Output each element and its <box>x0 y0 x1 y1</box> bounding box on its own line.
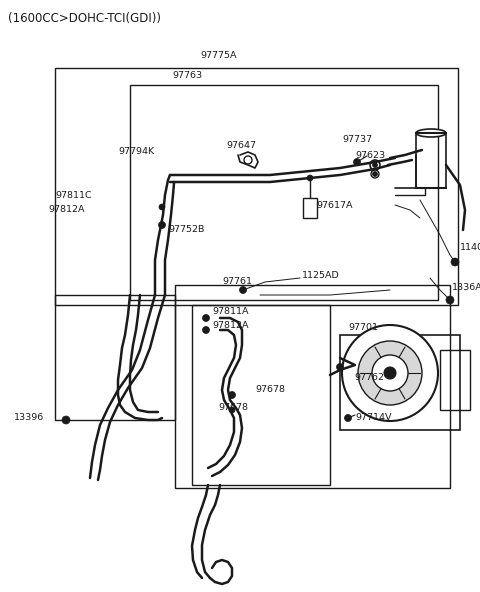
Circle shape <box>451 258 459 266</box>
Circle shape <box>203 327 209 333</box>
Text: 97678: 97678 <box>218 404 248 413</box>
Bar <box>192 305 330 485</box>
Text: 1125AD: 1125AD <box>302 271 340 279</box>
Circle shape <box>384 367 396 379</box>
Bar <box>440 350 470 410</box>
Circle shape <box>371 170 379 178</box>
Text: 13396: 13396 <box>14 413 44 423</box>
Circle shape <box>240 287 247 294</box>
Bar <box>175 285 450 488</box>
Bar <box>303 198 317 218</box>
Circle shape <box>372 162 377 168</box>
Text: 97752B: 97752B <box>168 226 204 234</box>
Circle shape <box>446 296 454 304</box>
Text: 97811A: 97811A <box>212 307 249 317</box>
Circle shape <box>203 314 209 321</box>
Text: 97761: 97761 <box>222 278 252 287</box>
Text: 97811C: 97811C <box>55 191 92 200</box>
Text: (1600CC>DOHC-TCI(GDI)): (1600CC>DOHC-TCI(GDI)) <box>8 12 161 25</box>
Text: 97678: 97678 <box>255 385 285 394</box>
Circle shape <box>353 159 360 166</box>
Text: 97812A: 97812A <box>212 321 249 330</box>
Circle shape <box>358 341 422 405</box>
Circle shape <box>159 204 165 210</box>
Circle shape <box>336 363 344 371</box>
Circle shape <box>307 175 313 181</box>
Text: 97617A: 97617A <box>316 201 352 210</box>
Ellipse shape <box>416 129 446 137</box>
Circle shape <box>158 221 166 229</box>
Bar <box>55 295 175 420</box>
Circle shape <box>372 172 377 176</box>
Circle shape <box>229 407 235 413</box>
Text: 1140EX: 1140EX <box>460 243 480 253</box>
Text: 97623: 97623 <box>355 150 385 159</box>
Bar <box>340 335 460 430</box>
Text: 97647: 97647 <box>226 140 256 150</box>
Circle shape <box>228 391 236 398</box>
Bar <box>416 133 446 188</box>
Circle shape <box>342 325 438 421</box>
Text: 97762: 97762 <box>354 374 384 382</box>
Text: 97701: 97701 <box>348 323 378 333</box>
Text: 1336AC: 1336AC <box>452 284 480 292</box>
Circle shape <box>345 414 351 422</box>
Circle shape <box>370 160 380 170</box>
Circle shape <box>62 416 70 424</box>
Text: 97775A: 97775A <box>200 52 237 60</box>
Text: 97714V: 97714V <box>355 413 392 423</box>
Circle shape <box>244 156 252 164</box>
Bar <box>130 85 438 300</box>
Circle shape <box>372 355 408 391</box>
Bar <box>55 68 458 305</box>
Text: 97794K: 97794K <box>118 147 154 156</box>
Text: 97812A: 97812A <box>48 205 84 214</box>
Text: 97737: 97737 <box>342 136 372 144</box>
Text: 97763: 97763 <box>172 70 202 79</box>
